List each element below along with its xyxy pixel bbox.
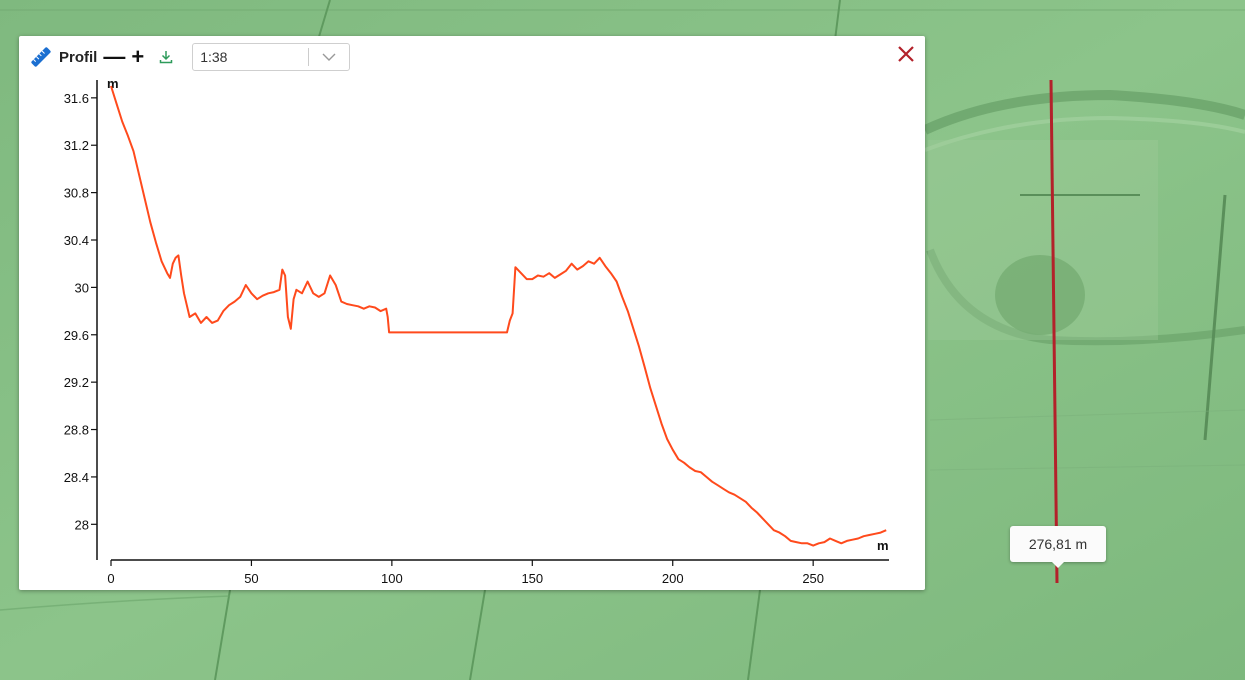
zoom-in-button[interactable]: +: [131, 44, 145, 69]
x-tick-label: 150: [521, 571, 543, 586]
y-tick-label: 30.4: [64, 233, 89, 248]
download-icon[interactable]: [158, 49, 174, 65]
x-axis: 0 50 100 150 200 250: [107, 559, 889, 586]
y-tick-label: 30.8: [64, 186, 89, 201]
distance-value: 276,81 m: [1028, 536, 1088, 552]
select-separator: [308, 48, 310, 66]
y-tick-label: 28.8: [64, 423, 89, 438]
profile-panel: Profil — + 1:38 28 28.4 28.8 29.2 29.6 30 30.4…: [19, 36, 925, 590]
x-tick-label: 250: [802, 571, 824, 586]
x-tick-label: 200: [662, 571, 684, 586]
x-axis-unit: m: [877, 538, 889, 553]
panel-title: Profil: [59, 48, 98, 66]
y-axis: 28 28.4 28.8 29.2 29.6 30 30.4 30.8 31.2 31.6: [64, 80, 98, 560]
y-tick-label: 30: [75, 280, 89, 295]
elevation-profile-chart: 28 28.4 28.8 29.2 29.6 30 30.4 30.8 31.2 31.6 0 50…: [64, 76, 889, 586]
y-tick-label: 28: [75, 517, 89, 532]
scale-value: 1:38: [200, 49, 228, 65]
y-tick-label: 31.6: [64, 91, 89, 106]
x-tick-label: 0: [107, 571, 114, 586]
elevation-series-line: [110, 85, 887, 547]
close-icon[interactable]: [897, 45, 915, 63]
y-axis-unit: m: [107, 76, 119, 91]
profile-line[interactable]: [1049, 79, 1059, 584]
y-tick-label: 29.6: [64, 328, 89, 343]
profile-toolbar: Profil — + 1:38: [29, 42, 351, 72]
scale-select[interactable]: 1:38: [192, 43, 351, 71]
x-tick-label: 50: [244, 571, 258, 586]
distance-tooltip: 276,81 m: [1010, 526, 1106, 568]
y-tick-label: 28.4: [64, 470, 89, 485]
ruler-icon: [29, 45, 53, 69]
y-tick-label: 29.2: [64, 375, 89, 390]
zoom-out-button[interactable]: —: [103, 44, 126, 69]
x-tick-label: 100: [381, 571, 403, 586]
y-tick-label: 31.2: [64, 138, 89, 153]
chevron-down-icon[interactable]: [309, 52, 349, 62]
